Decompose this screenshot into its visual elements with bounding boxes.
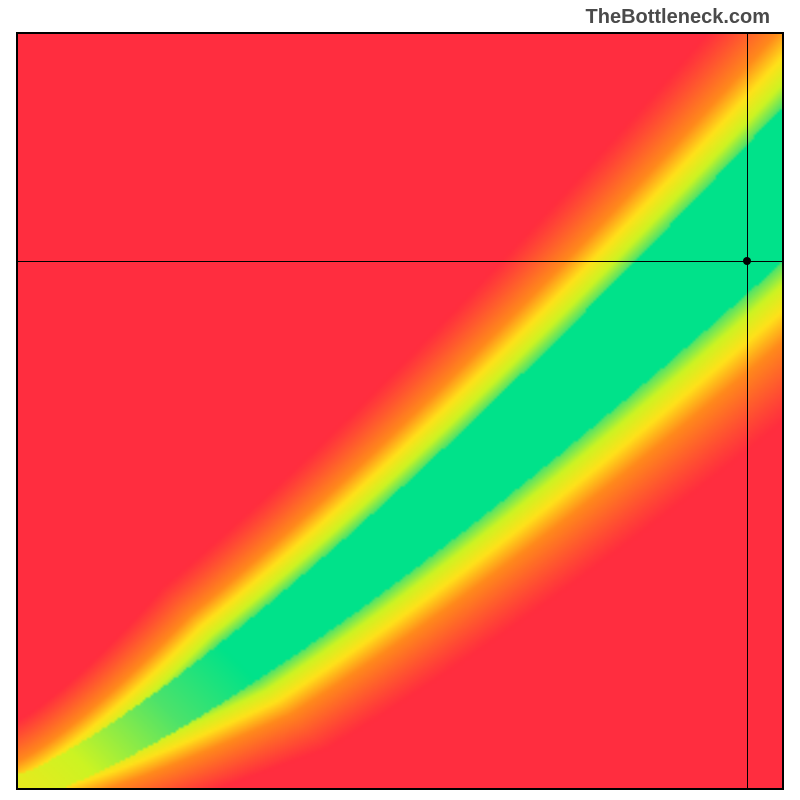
watermark-text: TheBottleneck.com (586, 6, 770, 29)
crosshair-dot (743, 257, 751, 265)
heatmap-plot (16, 32, 784, 790)
heatmap-canvas (18, 34, 782, 788)
crosshair-vertical-line (747, 34, 748, 788)
crosshair-horizontal-line (18, 261, 782, 262)
